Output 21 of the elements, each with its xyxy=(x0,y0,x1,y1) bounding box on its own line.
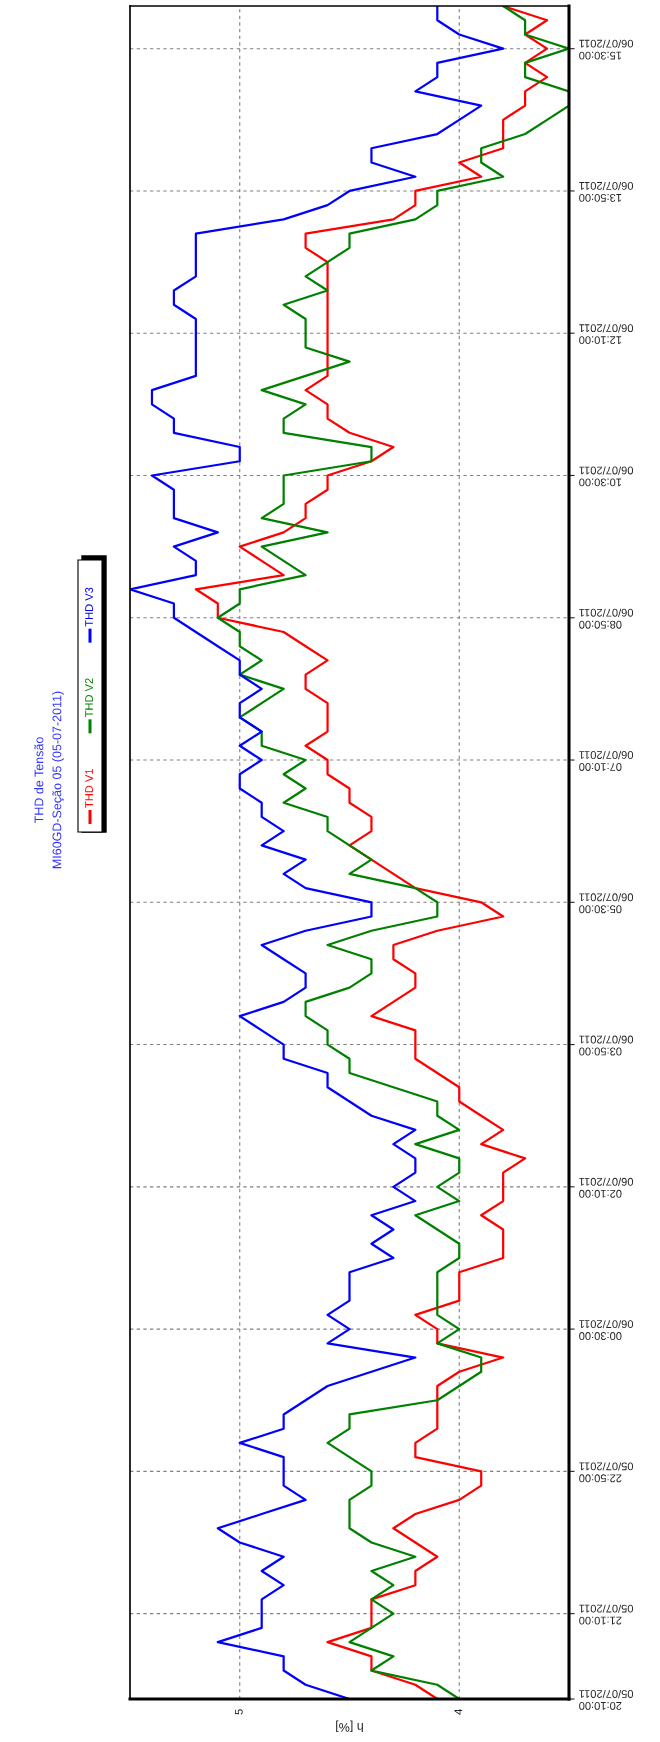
text: THD V1 xyxy=(85,769,93,808)
y-tick-label: 12:10:00 06/07/2011 xyxy=(579,324,634,345)
y-tick-label: 22:50:00 05/07/2011 xyxy=(579,1462,634,1483)
y-tick-label: 20:10:00 05/07/2011 xyxy=(579,1690,634,1710)
x-axis-title: h [%] xyxy=(336,1720,363,1733)
y-tick-label: 08:50:00 06/07/2011 xyxy=(579,608,634,629)
y-tick-label: 03:50:00 06/07/2011 xyxy=(579,1035,634,1056)
y-tick-label: 05:30:00 06/07/2011 xyxy=(579,893,634,914)
y-tick-label: 21:10:00 05/07/2011 xyxy=(579,1604,634,1625)
text: THD de Tensão xyxy=(34,737,44,824)
x-tick-label: 5 xyxy=(234,1709,243,1715)
y-tick-label: 07:10:00 06/07/2011 xyxy=(579,751,634,771)
text: THD V2 xyxy=(85,678,93,718)
y-tick-label: 00:30:00 06/07/2011 xyxy=(579,1320,634,1340)
y-tick-label: 13:50:00 06/07/2011 xyxy=(579,181,634,202)
y-tick-label: 02:10:00 06/07/2011 xyxy=(579,1177,634,1198)
x-tick-label: 4 xyxy=(454,1709,463,1715)
y-tick-label: 15:30:00 06/07/2011 xyxy=(579,39,634,60)
text: MI60GD-Seção 05 (05-07-2011) xyxy=(52,691,64,869)
text: THD V3 xyxy=(85,587,93,627)
y-tick-label: 10:30:00 06/07/2011 xyxy=(579,466,634,487)
